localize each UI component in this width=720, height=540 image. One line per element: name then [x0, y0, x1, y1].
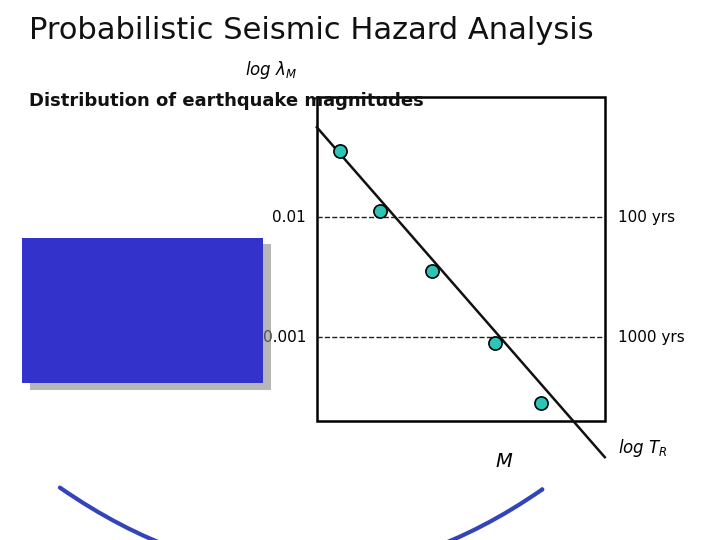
Text: 0.001: 0.001 [263, 330, 306, 345]
Text: M: M [495, 452, 513, 471]
Bar [30, 244, 271, 390]
Point [426, 267, 438, 275]
Text: $T_R\,=\,1\,/\,\lambda_M$: $T_R\,=\,1\,/\,\lambda_M$ [91, 340, 194, 362]
Bar [317, 97, 605, 421]
Text: Return period: Return period [66, 257, 219, 276]
Point [490, 339, 501, 348]
Text: log T$_R$: log T$_R$ [618, 437, 667, 459]
FancyArrowPatch shape [60, 488, 542, 540]
Text: (recurrence interval): (recurrence interval) [27, 286, 257, 306]
Text: Distribution of earthquake magnitudes: Distribution of earthquake magnitudes [29, 92, 423, 110]
Text: Probabilistic Seismic Hazard Analysis: Probabilistic Seismic Hazard Analysis [29, 16, 593, 45]
Text: 100 yrs: 100 yrs [618, 210, 675, 225]
Point [374, 207, 386, 215]
Text: log $\lambda$$_M$: log $\lambda$$_M$ [245, 59, 297, 81]
Text: 1000 yrs: 1000 yrs [618, 330, 685, 345]
Point [536, 399, 547, 408]
Bar [22, 238, 263, 383]
Text: 0.01: 0.01 [272, 210, 306, 225]
Point [334, 147, 346, 156]
